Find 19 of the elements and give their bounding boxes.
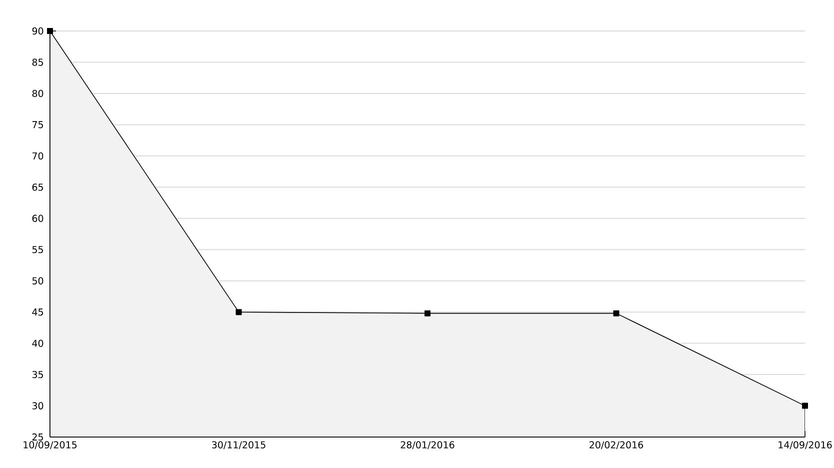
y-tick-label: 90 [32, 27, 44, 35]
x-tick-label: 28/01/2016 [400, 441, 454, 450]
x-tick-label: 30/11/2015 [212, 441, 266, 450]
y-tick-label: 25 [32, 433, 43, 441]
x-tick-label: 20/02/2016 [590, 441, 644, 450]
y-tick-label: 40 [32, 340, 44, 347]
y-tick-label: 70 [32, 152, 44, 160]
y-tick-label: 60 [32, 214, 44, 222]
x-tick-label: 14/09/2016 [778, 441, 832, 450]
y-tick-label: 75 [32, 121, 43, 128]
y-tick-label: 85 [32, 58, 43, 66]
y-tick-label: 65 [32, 184, 43, 191]
y-tick-label: 45 [32, 308, 43, 316]
x-tick-label: 10/09/2015 [24, 441, 77, 450]
y-tick-label: 55 [32, 246, 43, 254]
y-tick-label: 35 [32, 370, 43, 378]
y-tick-label: 80 [32, 90, 44, 98]
y-tick-label: 30 [32, 402, 44, 410]
y-tick-label: 50 [32, 277, 44, 284]
